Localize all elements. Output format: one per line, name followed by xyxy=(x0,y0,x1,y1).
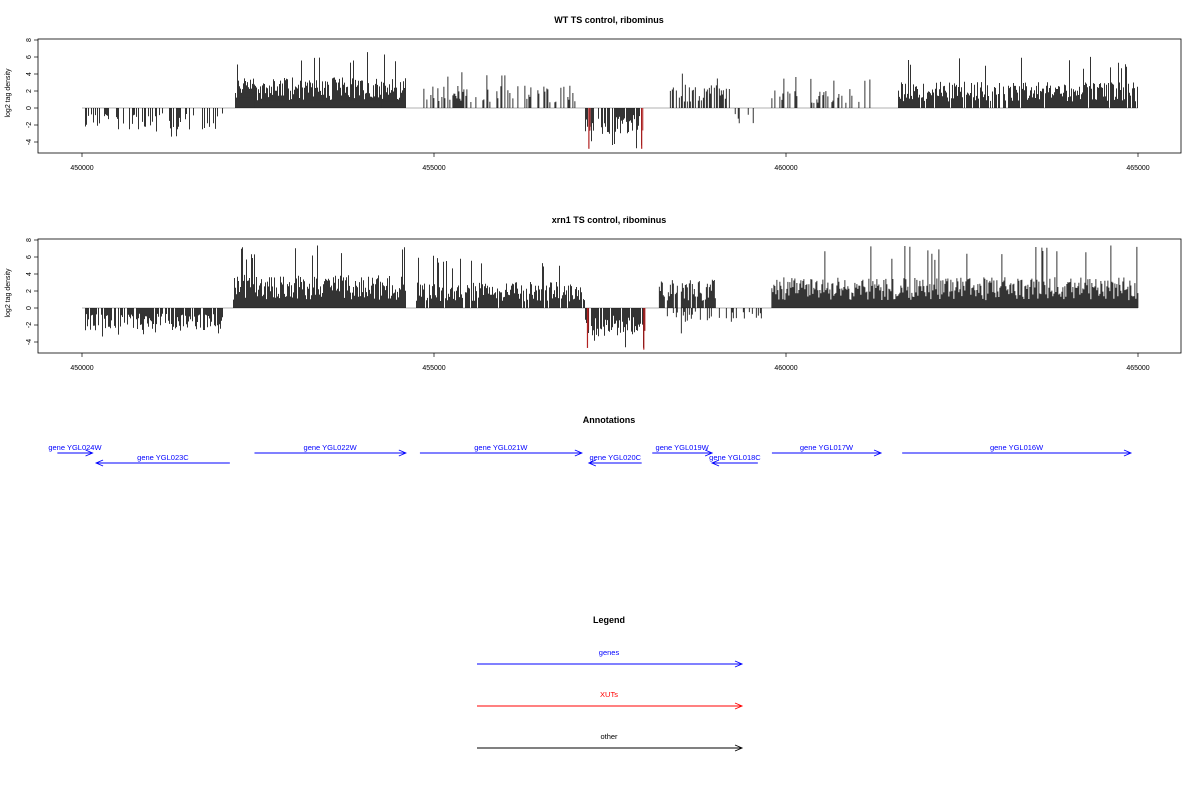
x-tick-label: 465000 xyxy=(1126,165,1149,172)
gene-arrow-head xyxy=(398,449,407,457)
gene-arrow-head xyxy=(85,449,94,457)
gene-label: gene YGL016W xyxy=(990,443,1044,452)
plot-frame xyxy=(37,38,1182,154)
legend-label: other xyxy=(600,732,618,741)
gene-arrow: gene YGL019W xyxy=(652,443,714,457)
y-tick-label: -4 xyxy=(26,339,33,345)
x-tick-label: 450000 xyxy=(70,365,93,372)
y-axis-label: log2 tag density xyxy=(5,268,12,318)
legend-title: Legend xyxy=(593,615,625,625)
gene-arrow: gene YGL018C xyxy=(709,453,761,467)
y-tick-label: 6 xyxy=(26,55,33,59)
legend-arrow-head xyxy=(734,702,744,710)
y-tick-label: 6 xyxy=(26,255,33,259)
y-tick-label: -4 xyxy=(26,139,33,145)
y-axis-label: log2 tag density xyxy=(5,68,12,118)
axes: -4 -2 0 2 4 6 8 450000 455000 460000 465000 xyxy=(26,238,1182,372)
y-tick-label: 4 xyxy=(26,272,33,276)
density-bar-series xyxy=(85,52,1138,149)
legend: Legend genes XUTs other xyxy=(477,615,744,752)
x-tick-label: 465000 xyxy=(1126,365,1149,372)
density-bars xyxy=(82,52,1138,149)
gene-arrow: gene YGL016W xyxy=(902,443,1133,457)
panel-title: WT TS control, ribominus xyxy=(554,15,664,25)
gene-arrow: gene YGL017W xyxy=(771,443,883,457)
legend-label: XUTs xyxy=(600,690,618,699)
gene-label: gene YGL018C xyxy=(709,453,761,462)
y-tick-label: 8 xyxy=(26,238,33,242)
xrn1-density-panel: xrn1 TS control, ribominus log2 tag dens… xyxy=(5,215,1182,372)
x-tick-label: 460000 xyxy=(774,165,797,172)
y-tick-label: 0 xyxy=(26,106,33,110)
y-tick-label: -2 xyxy=(26,322,33,328)
gene-label: gene YGL024W xyxy=(48,443,102,452)
y-tick-label: 2 xyxy=(26,89,33,93)
gene-arrow-head xyxy=(704,449,714,457)
density-bar-series xyxy=(85,245,1139,348)
gene-label: gene YGL019W xyxy=(656,443,710,452)
legend-label: genes xyxy=(599,648,620,657)
gene-arrow-head xyxy=(587,459,597,467)
axes: -4 -2 0 2 4 6 8 450000 455000 460000 465000 xyxy=(26,38,1182,172)
density-bars xyxy=(82,245,1139,350)
x-tick-label: 460000 xyxy=(774,365,797,372)
plot-frame xyxy=(37,238,1182,354)
legend-item: XUTs xyxy=(477,690,744,710)
x-tick-label: 455000 xyxy=(422,165,445,172)
gene-arrow: gene YGL023C xyxy=(94,453,230,467)
gene-arrow: gene YGL022W xyxy=(254,443,407,457)
y-tick-label: 0 xyxy=(26,306,33,310)
legend-arrow-head xyxy=(734,660,744,668)
y-tick-label: -2 xyxy=(26,122,33,128)
gene-arrow: gene YGL020C xyxy=(587,453,642,467)
wt-density-panel: WT TS control, ribominus log2 tag densit… xyxy=(5,15,1182,172)
y-tick-label: 8 xyxy=(26,38,33,42)
x-tick-label: 450000 xyxy=(70,165,93,172)
x-tick-label: 455000 xyxy=(422,365,445,372)
gene-label: gene YGL017W xyxy=(800,443,854,452)
legend-items: genes XUTs other xyxy=(477,648,744,752)
gene-label: gene YGL020C xyxy=(589,453,641,462)
gene-arrow-head xyxy=(710,459,720,467)
y-tick-label: 2 xyxy=(26,289,33,293)
gene-arrow-head xyxy=(574,449,583,457)
gene-arrow-head xyxy=(1123,449,1133,457)
legend-item: genes xyxy=(477,648,744,668)
gene-arrows: gene YGL024W gene YGL023C gene YGL022W gene… xyxy=(48,443,1133,467)
gene-arrow-head xyxy=(873,449,883,457)
panel-title: xrn1 TS control, ribominus xyxy=(552,215,667,225)
legend-item: other xyxy=(477,732,744,752)
gene-arrow: gene YGL024W xyxy=(48,443,102,457)
gene-arrow: gene YGL021W xyxy=(419,443,583,457)
gene-arrow-head xyxy=(94,459,104,467)
y-tick-label: 4 xyxy=(26,72,33,76)
gene-label: gene YGL021W xyxy=(474,443,528,452)
legend-arrow-head xyxy=(734,744,744,752)
gene-label: gene YGL022W xyxy=(304,443,358,452)
gene-label: gene YGL023C xyxy=(137,453,189,462)
annotations-title: Annotations xyxy=(583,415,636,425)
